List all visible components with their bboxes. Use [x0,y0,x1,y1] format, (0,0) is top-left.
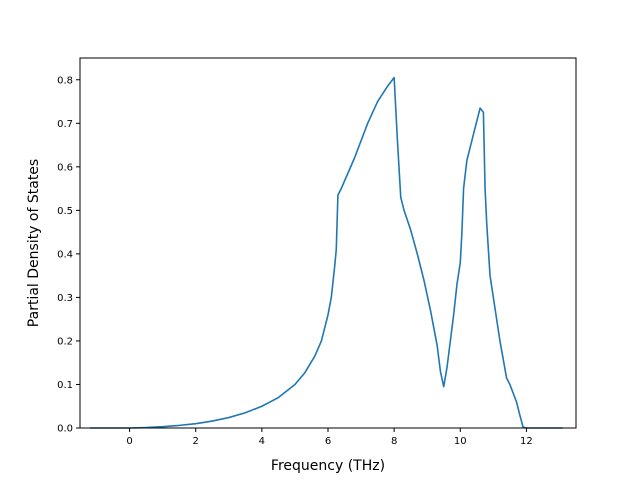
y-axis-label: Partial Density of States [26,159,42,327]
x-axis-label: Frequency (THz) [271,458,385,474]
x-axis-ticks: 0 2 4 6 8 10 12 [126,428,533,447]
y-tick-label: 0.8 [57,75,73,86]
y-tick-label: 0.1 [57,380,73,391]
y-tick-label: 0.0 [57,424,73,435]
x-tick-label: 12 [520,436,533,447]
series-line-0 [89,76,563,429]
y-tick-label: 0.6 [57,162,73,173]
series-layer [89,76,563,429]
y-tick-label: 0.7 [57,119,73,130]
x-tick-label: 8 [391,436,397,447]
x-tick-label: 0 [126,436,132,447]
x-tick-label: 6 [325,436,331,447]
y-tick-label: 0.4 [57,249,73,260]
y-tick-label: 0.3 [57,293,73,304]
x-tick-label: 2 [193,436,199,447]
x-tick-label: 10 [454,436,467,447]
y-tick-label: 0.2 [57,336,73,347]
x-tick-label: 4 [259,436,265,447]
y-tick-label: 0.5 [57,206,73,217]
y-axis-ticks: 0.0 0.1 0.2 0.3 0.4 0.5 0.6 0.7 0.8 [57,75,80,435]
